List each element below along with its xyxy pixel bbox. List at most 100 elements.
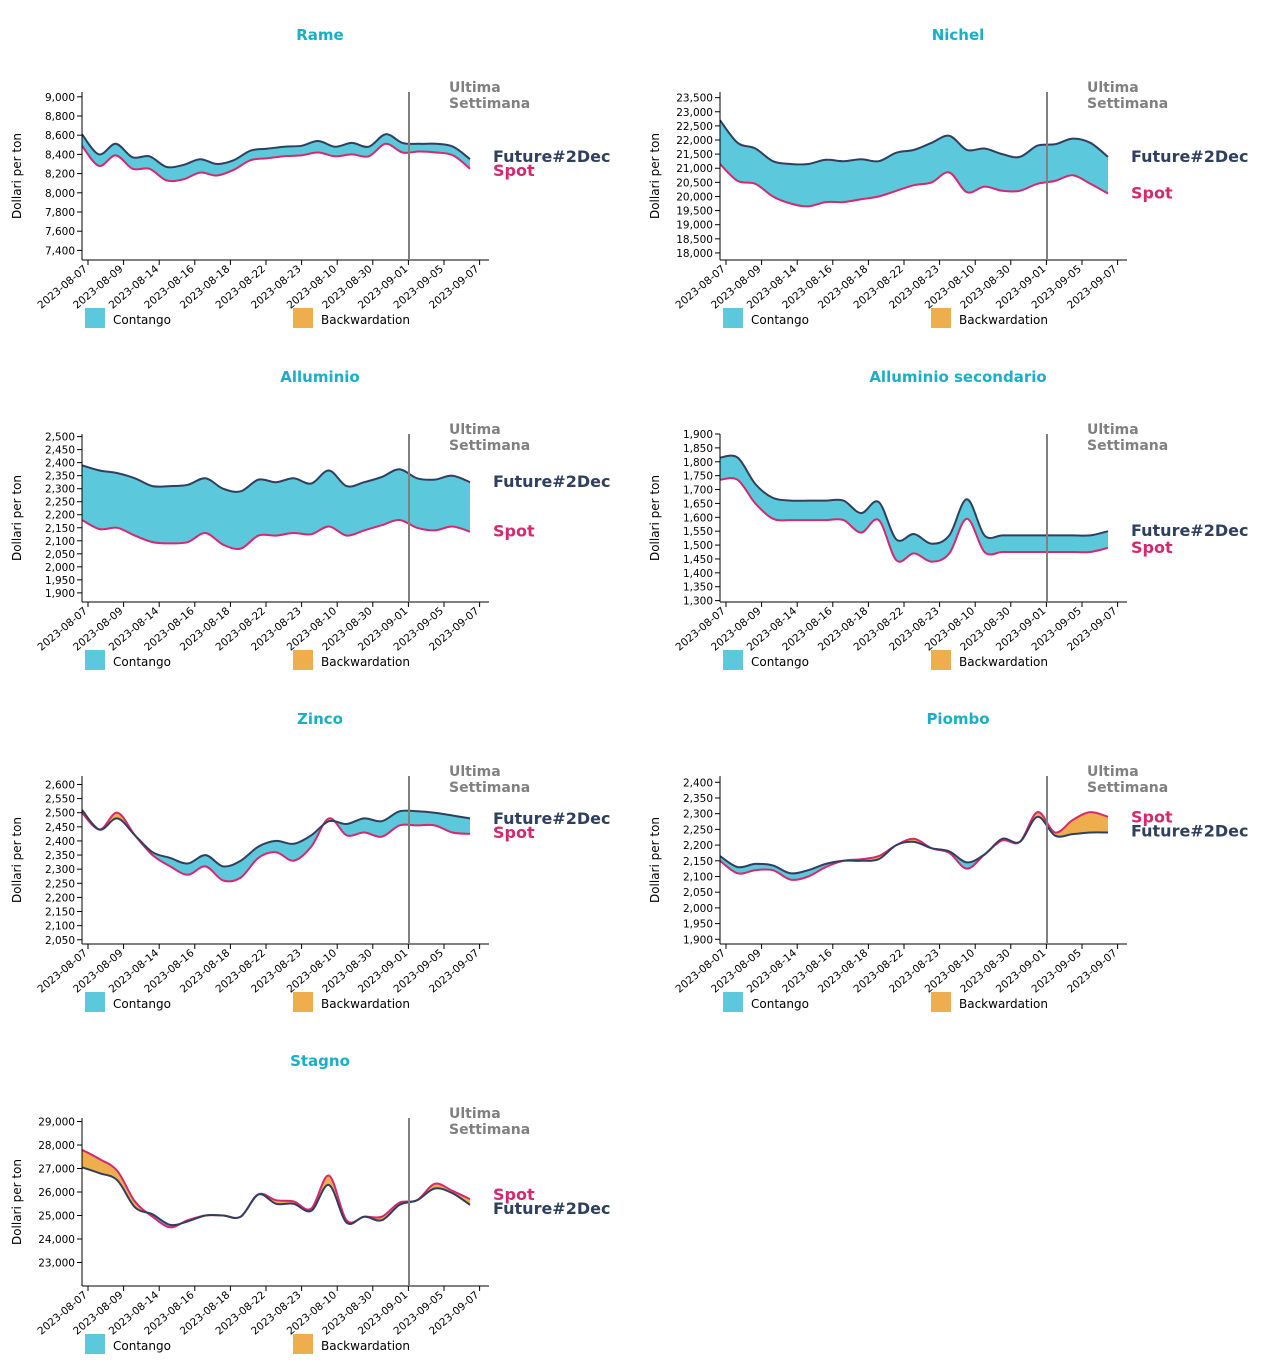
- spot-line: [719, 477, 1109, 563]
- y-tick-label: 19,500: [676, 206, 713, 218]
- legend-label-backwardation: Backwardation: [959, 313, 1048, 327]
- legend-swatch-contango: [85, 650, 105, 670]
- future-series-label: Future#2Dec: [1131, 822, 1248, 841]
- last-week-label: Ultima Settimana: [1087, 80, 1168, 112]
- chart-title: Stagno: [290, 1052, 350, 1070]
- y-tick-label: 2,400: [45, 836, 75, 848]
- y-tick-label: 21,000: [676, 163, 713, 175]
- y-tick-label: 1,550: [683, 526, 713, 538]
- chart-title: Rame: [296, 26, 343, 44]
- future-line: [719, 454, 1109, 545]
- spot-line: [81, 142, 471, 183]
- y-tick-label: 29,000: [38, 1117, 75, 1129]
- y-tick-label: 2,300: [45, 484, 75, 496]
- y-tick-label: 7,600: [45, 226, 75, 238]
- y-tick-label: 2,250: [45, 878, 75, 890]
- y-tick-label: 21,500: [676, 149, 713, 161]
- y-tick-label: 25,000: [38, 1211, 75, 1223]
- y-axis-label: Dollari per ton: [10, 817, 24, 903]
- chart-title: Alluminio secondario: [869, 368, 1046, 386]
- legend-label-contango: Contango: [751, 997, 809, 1011]
- y-tick-label: 8,800: [45, 111, 75, 123]
- y-tick-label: 2,400: [683, 777, 713, 789]
- y-axis-label: Dollari per ton: [648, 133, 662, 219]
- y-tick-label: 1,600: [683, 512, 713, 524]
- y-tick-label: 18,500: [676, 234, 713, 246]
- y-tick-label: 2,500: [45, 808, 75, 820]
- y-tick-label: 1,700: [683, 485, 713, 497]
- future-line: [81, 133, 471, 169]
- contango-area: [82, 809, 470, 882]
- legend-swatch-backwardation: [931, 308, 951, 328]
- y-tick-label: 1,900: [683, 429, 713, 441]
- y-tick-label: 2,450: [45, 822, 75, 834]
- y-tick-label: 1,500: [683, 540, 713, 552]
- y-tick-label: 8,000: [45, 188, 75, 200]
- backwardation-area: [82, 1149, 470, 1226]
- y-tick-label: 2,250: [45, 497, 75, 509]
- legend-swatch-backwardation: [931, 650, 951, 670]
- legend-label-backwardation: Backwardation: [321, 1339, 410, 1353]
- y-tick-label: 2,150: [45, 907, 75, 919]
- future-line: [81, 809, 471, 868]
- legend-swatch-backwardation: [293, 992, 313, 1012]
- chart-panel-alluminio: Alluminio 1,900 1,950 2,000 2,050 2,100 2,150 2…: [0, 342, 638, 684]
- future-line: [719, 119, 1109, 166]
- legend-label-backwardation: Backwardation: [321, 655, 410, 669]
- future-series-label: Future#2Dec: [493, 809, 610, 828]
- y-tick-label: 2,050: [683, 887, 713, 899]
- future-series-label: Future#2Dec: [1131, 147, 1248, 166]
- legend-swatch-contango: [85, 992, 105, 1012]
- y-tick-label: 1,950: [683, 919, 713, 931]
- legend-swatch-contango: [723, 308, 743, 328]
- spot-line: [81, 518, 471, 550]
- y-tick-label: 22,000: [676, 135, 713, 147]
- spot-series-label: Spot: [493, 1185, 535, 1204]
- y-tick-label: 2,000: [45, 562, 75, 574]
- y-tick-label: 2,200: [45, 510, 75, 522]
- legend-label-contango: Contango: [751, 655, 809, 669]
- legend-label-contango: Contango: [751, 313, 809, 327]
- spot-series-label: Spot: [493, 823, 535, 842]
- y-tick-label: 2,550: [45, 794, 75, 806]
- y-tick-label: 7,400: [45, 245, 75, 257]
- y-tick-label: 2,300: [683, 809, 713, 821]
- y-tick-label: 1,900: [683, 934, 713, 946]
- contango-area: [720, 120, 1108, 207]
- chart-title: Piombo: [926, 710, 989, 728]
- legend-swatch-backwardation: [931, 992, 951, 1012]
- y-tick-label: 2,500: [45, 432, 75, 444]
- chart-title: Nichel: [932, 26, 985, 44]
- y-tick-label: 1,900: [45, 588, 75, 600]
- chart-panel-nichel: Nichel 18,000 18,500 19,000 19,500 20,000 20,5…: [638, 0, 1276, 342]
- y-tick-label: 1,650: [683, 498, 713, 510]
- y-tick-label: 8,400: [45, 149, 75, 161]
- future-line: [719, 815, 1109, 875]
- y-tick-label: 8,200: [45, 169, 75, 181]
- legend-label-contango: Contango: [113, 655, 171, 669]
- y-tick-label: 2,150: [45, 523, 75, 535]
- y-tick-label: 1,850: [683, 443, 713, 455]
- future-series-label: Future#2Dec: [1131, 521, 1248, 540]
- y-tick-label: 2,300: [45, 864, 75, 876]
- spot-series-label: Spot: [493, 522, 535, 541]
- y-axis-label: Dollari per ton: [10, 1159, 24, 1245]
- last-week-label: Ultima Settimana: [449, 80, 530, 112]
- legend-swatch-contango: [85, 1334, 105, 1354]
- chart-title: Zinco: [297, 710, 343, 728]
- spot-line: [81, 1148, 471, 1229]
- y-tick-label: 20,000: [676, 191, 713, 203]
- y-tick-label: 1,400: [683, 568, 713, 580]
- y-tick-label: 19,000: [676, 220, 713, 232]
- y-tick-label: 23,000: [38, 1258, 75, 1270]
- y-tick-label: 2,400: [45, 458, 75, 470]
- legend-label-backwardation: Backwardation: [959, 655, 1048, 669]
- y-tick-label: 2,350: [45, 471, 75, 483]
- spot-line: [719, 811, 1109, 881]
- y-tick-label: 2,350: [45, 850, 75, 862]
- spot-series-label: Spot: [1131, 808, 1173, 827]
- chart-svg-alluminio: Alluminio1,9001,9502,0002,0502,1002,1502…: [10, 368, 610, 670]
- chart-panel-zinco: Zinco 2,050 2,100 2,150 2,200 2,250 2,300 2,350…: [0, 684, 638, 1026]
- contango-area: [82, 134, 470, 182]
